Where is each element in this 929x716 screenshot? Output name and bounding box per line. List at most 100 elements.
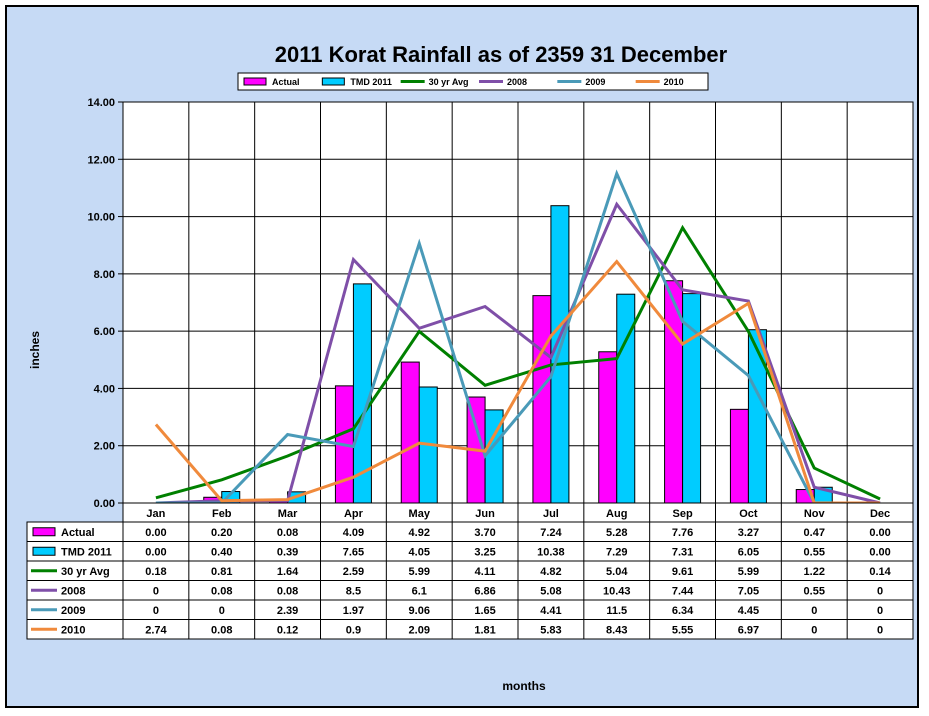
bar-actual xyxy=(532,295,552,504)
table-cell: 0 xyxy=(219,605,225,617)
table-cell: 5.83 xyxy=(540,624,561,636)
table-header-cell: Jan xyxy=(146,508,165,520)
table-cell: 0 xyxy=(877,605,883,617)
table-cell: 3.25 xyxy=(474,546,495,558)
table-cell: 8.5 xyxy=(346,585,361,597)
table-cell: 0.08 xyxy=(277,527,298,539)
table-cell: 5.55 xyxy=(672,624,693,636)
table-cell: 0.08 xyxy=(211,585,232,597)
table-cell: 0 xyxy=(811,624,817,636)
table-cell: 0.55 xyxy=(804,585,825,597)
table-cell: 0.14 xyxy=(869,566,891,578)
y-tick-label: 6.00 xyxy=(94,326,115,338)
table-cell: 0.81 xyxy=(211,566,232,578)
table-row-label: Actual xyxy=(61,527,95,539)
y-tick-label: 10.00 xyxy=(87,212,115,224)
table-cell: 0 xyxy=(153,585,159,597)
table-cell: 4.09 xyxy=(343,527,364,539)
table-cell: 7.24 xyxy=(540,527,562,539)
table-cell: 1.81 xyxy=(474,624,495,636)
table-legend-key xyxy=(32,527,56,537)
table-cell: 0.55 xyxy=(804,546,825,558)
table-header-cell: Sep xyxy=(672,508,692,520)
table-cell: 1.97 xyxy=(343,605,364,617)
table-cell: 2.74 xyxy=(145,624,167,636)
table-cell: 5.04 xyxy=(606,566,628,578)
y-axis: 0.00 2.00 4.00 6.00 8.00 10.00 12.00 14.00 xyxy=(87,97,123,510)
table-cell: 10.43 xyxy=(603,585,631,597)
table-cell: 0.00 xyxy=(145,546,166,558)
legend-swatch xyxy=(321,77,345,86)
chart-frame: 2011 Korat Rainfall as of 2359 31 Decemb… xyxy=(5,5,919,708)
table-cell: 3.70 xyxy=(474,527,495,539)
legend-label: 2010 xyxy=(664,77,684,87)
bar-actual xyxy=(598,351,618,504)
table-cell: 1.65 xyxy=(474,605,495,617)
legend-label: TMD 2011 xyxy=(350,77,392,87)
table-cell: 9.06 xyxy=(409,605,430,617)
table-header-cell: Dec xyxy=(870,508,890,520)
table-cell: 6.05 xyxy=(738,546,759,558)
bar-tmd-2011 xyxy=(747,329,767,504)
table-header-cell: Mar xyxy=(278,508,298,520)
table-row-label: 2010 xyxy=(61,624,85,636)
table-cell: 5.99 xyxy=(409,566,430,578)
table-cell: 8.43 xyxy=(606,624,627,636)
legend-swatch xyxy=(243,77,267,86)
bar-actual xyxy=(400,361,420,504)
table-cell: 0 xyxy=(877,624,883,636)
table-cell: 0.00 xyxy=(869,527,890,539)
table-header-cell: Apr xyxy=(344,508,364,520)
table-cell: 0.12 xyxy=(277,624,298,636)
table-cell: 0.18 xyxy=(145,566,166,578)
legend-label: 2008 xyxy=(507,77,527,87)
line-series-2009 xyxy=(155,169,881,505)
y-tick-label: 8.00 xyxy=(94,269,115,281)
table-cell: 0.40 xyxy=(211,546,232,558)
table-header-cell: May xyxy=(409,508,431,520)
plot-area xyxy=(122,101,914,504)
legend-label: Actual xyxy=(272,77,300,87)
table-cell: 0.00 xyxy=(869,546,890,558)
legend: Actual TMD 2011 30 yr Avg 2008 2009 2010 xyxy=(237,72,709,91)
table-cell: 1.22 xyxy=(804,566,825,578)
table-cell: 0 xyxy=(811,605,817,617)
table-header-cell: Oct xyxy=(739,508,758,520)
x-axis-label: months xyxy=(502,679,546,693)
table-cell: 3.27 xyxy=(738,527,759,539)
line-series xyxy=(154,169,881,505)
table-cell: 4.11 xyxy=(475,566,496,578)
table-cell: 5.99 xyxy=(738,566,759,578)
y-tick-label: 2.00 xyxy=(94,441,115,453)
table-row-label: TMD 2011 xyxy=(61,546,112,558)
table-cell: 7.76 xyxy=(672,527,693,539)
table-row-label: 2009 xyxy=(61,605,85,617)
table-cell: 0 xyxy=(153,605,159,617)
table-cell: 7.29 xyxy=(606,546,627,558)
table-cell: 2.59 xyxy=(343,566,364,578)
table-header-cell: Feb xyxy=(212,508,232,520)
table-cell: 1.64 xyxy=(277,566,299,578)
table-cell: 9.61 xyxy=(672,566,693,578)
legend-box xyxy=(237,72,709,91)
bar-actual xyxy=(729,408,749,504)
table-cell: 4.41 xyxy=(540,605,561,617)
legend-label: 30 yr Avg xyxy=(429,77,469,87)
table-header-cell: Jul xyxy=(543,508,559,520)
y-tick-label: 14.00 xyxy=(87,97,115,109)
line-series-30-yr-avg xyxy=(155,224,881,501)
table-cell: 0.39 xyxy=(277,546,298,558)
table-header-cell: Jun xyxy=(475,508,495,520)
table-cell: 10.38 xyxy=(537,546,565,558)
table-cell: 5.28 xyxy=(606,527,627,539)
rainfall-chart: 2011 Korat Rainfall as of 2359 31 Decemb… xyxy=(26,42,914,693)
data-table: Jan Feb Mar Apr May Jun Jul Aug Sep Oct Nov Dec Actu… xyxy=(26,502,914,640)
table-cell: 0.00 xyxy=(145,527,166,539)
table-cell: 5.08 xyxy=(540,585,561,597)
table-cell: 7.31 xyxy=(672,546,693,558)
table-cell: 0.9 xyxy=(346,624,361,636)
line-series-2010 xyxy=(154,259,881,505)
table-cell: 0.20 xyxy=(211,527,232,539)
table-cell: 11.5 xyxy=(606,605,627,617)
table-cell: 0.08 xyxy=(211,624,232,636)
